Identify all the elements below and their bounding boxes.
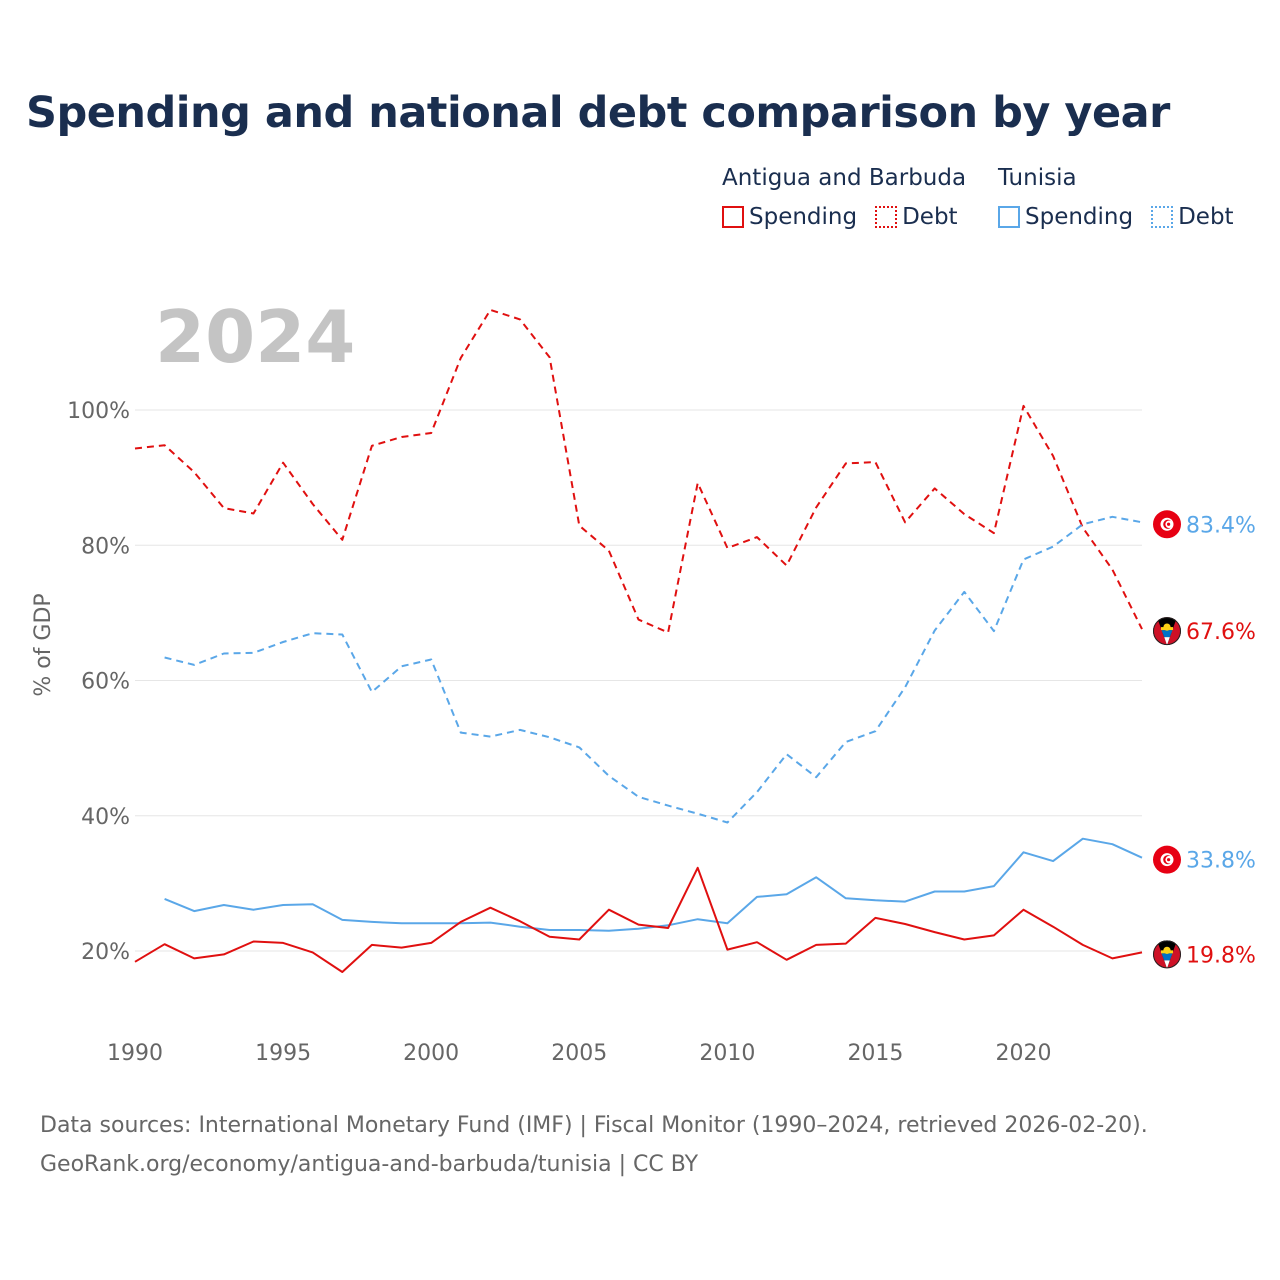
series-line-antigua-and-barbuda-spending xyxy=(134,866,1143,973)
y-tick-label: 100% xyxy=(67,399,130,424)
source-line-1: Data sources: International Monetary Fun… xyxy=(40,1113,1148,1138)
source-note: Data sources: International Monetary Fun… xyxy=(40,1106,1148,1184)
y-tick-label: 80% xyxy=(81,534,130,559)
x-tick-label: 1995 xyxy=(255,1041,311,1066)
x-tick-label: 2015 xyxy=(847,1041,903,1066)
x-tick-label: 2020 xyxy=(996,1041,1052,1066)
y-tick-label: 60% xyxy=(81,670,130,695)
flag-blue xyxy=(1161,953,1173,961)
legend-label: Spending xyxy=(1025,204,1134,230)
legend-group-antigua: Antigua and Barbuda Spending Debt xyxy=(722,162,966,230)
grid xyxy=(135,409,1142,952)
legend-item-tunisia-spending[interactable]: Spending xyxy=(998,204,1133,230)
x-tick-label: 2000 xyxy=(403,1041,459,1066)
x-tick-label: 2005 xyxy=(551,1041,607,1066)
line-chart: 2024 20% 40% 60% 80% 100% 1990 1995 2000 2005 20… xyxy=(31,295,1256,1066)
flag-sun-band xyxy=(1161,627,1173,631)
legend-label: Debt xyxy=(902,204,958,230)
antigua-flag-icon xyxy=(1153,617,1181,646)
source-line-2[interactable]: GeoRank.org/economy/antigua-and-barbuda/… xyxy=(40,1152,699,1177)
x-tick-label: 2010 xyxy=(699,1041,755,1066)
legend-country-antigua: Antigua and Barbuda xyxy=(722,165,967,191)
legend-item-antigua-spending[interactable]: Spending xyxy=(722,204,857,230)
flag-star xyxy=(1167,858,1171,862)
x-axis-ticks: 1990 1995 2000 2005 2010 2015 2020 xyxy=(107,1041,1052,1066)
legend-country-tunisia: Tunisia xyxy=(998,165,1077,191)
legend-label: Spending xyxy=(749,204,858,230)
legend-swatch-dotted xyxy=(875,206,898,228)
y-axis-ticks: 20% 40% 60% 80% 100% xyxy=(67,399,130,965)
flag-star xyxy=(1167,522,1171,526)
end-value-label: 19.8% xyxy=(1186,943,1256,968)
series-line-tunisia-debt xyxy=(164,515,1143,824)
end-labels: 67.6% 83.4% 33.8% 19.8% xyxy=(1153,510,1256,969)
y-tick-label: 20% xyxy=(81,940,130,965)
legend-item-antigua-debt[interactable]: Debt xyxy=(875,204,958,230)
flag-white xyxy=(1164,637,1170,646)
flag-sun-band xyxy=(1161,950,1173,954)
y-tick-label: 40% xyxy=(81,805,130,830)
antigua-flag-icon xyxy=(1153,940,1181,969)
end-value-label: 33.8% xyxy=(1186,849,1256,874)
series-line-tunisia-spending xyxy=(164,837,1143,932)
flag-border xyxy=(1153,940,1181,969)
y-axis-label: % of GDP xyxy=(31,593,56,696)
flag-border xyxy=(1153,617,1181,646)
tunisia-flag-icon xyxy=(1153,510,1181,539)
legend-label: Debt xyxy=(1178,204,1234,230)
legend-group-tunisia: Tunisia Spending Debt xyxy=(998,162,1234,230)
legend-item-tunisia-debt[interactable]: Debt xyxy=(1151,204,1234,230)
flag-white xyxy=(1164,960,1170,969)
legend-swatch-dotted xyxy=(1151,206,1174,228)
year-watermark: 2024 xyxy=(155,295,355,379)
chart-title: Spending and national debt comparison by… xyxy=(26,88,1170,138)
end-value-label: 67.6% xyxy=(1186,620,1256,645)
flag-blue xyxy=(1161,630,1173,638)
tunisia-flag-icon xyxy=(1153,845,1181,874)
x-tick-label: 1990 xyxy=(107,1041,163,1066)
legend-swatch-solid xyxy=(722,206,744,228)
end-value-label: 83.4% xyxy=(1186,513,1256,538)
series-line-antigua-and-barbuda-debt xyxy=(134,308,1143,634)
series xyxy=(134,308,1143,973)
legend-swatch-solid xyxy=(998,206,1020,228)
